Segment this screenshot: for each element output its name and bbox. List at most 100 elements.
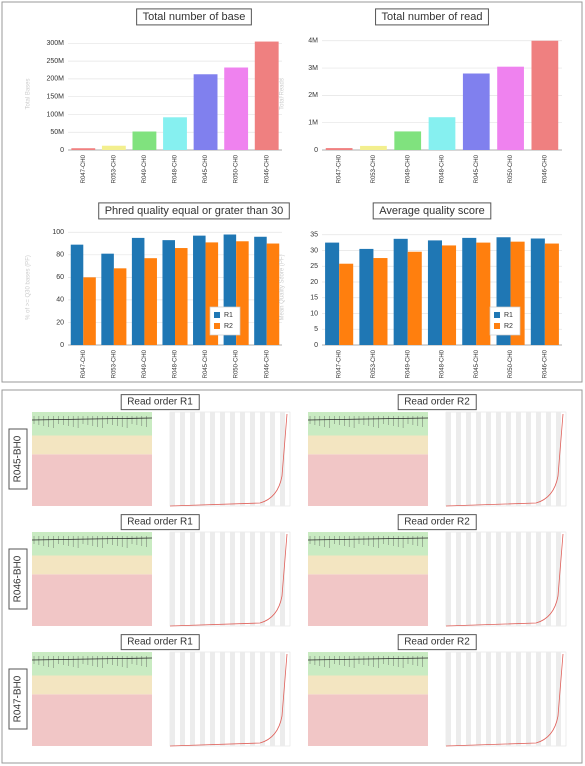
distribution-stripe xyxy=(446,532,451,626)
y-tick-label: 3M xyxy=(308,65,318,72)
bar xyxy=(407,251,422,345)
y-tick-label: 25 xyxy=(310,263,318,270)
distribution-stripe xyxy=(250,412,255,506)
distribution-stripe xyxy=(200,652,205,746)
column-title-box xyxy=(120,634,200,651)
y-tick-label: 2M xyxy=(308,92,318,99)
bar xyxy=(254,41,279,150)
quality-red-zone xyxy=(32,454,152,506)
y-tick-label: 80 xyxy=(56,252,64,259)
distribution-stripe xyxy=(506,532,511,626)
distribution-curve xyxy=(445,653,564,747)
legend-box xyxy=(489,306,521,336)
column-title-box xyxy=(120,514,200,531)
y-tick-label: 0 xyxy=(60,147,64,154)
chart-title: Average quality score xyxy=(379,205,485,217)
bar xyxy=(266,243,280,345)
bar xyxy=(254,236,267,345)
quality-red-zone xyxy=(308,694,428,746)
column-title-box xyxy=(397,394,477,411)
distribution-stripe xyxy=(486,412,491,506)
x-tick-label: R048-CH0 xyxy=(440,349,446,378)
y-tick-label: 5 xyxy=(314,326,318,333)
distribution-stripe xyxy=(260,412,265,506)
x-tick-label: R046-CH0 xyxy=(542,154,548,183)
x-tick-label: R049-CH0 xyxy=(142,349,148,378)
bar xyxy=(163,117,187,150)
bar xyxy=(462,73,490,150)
y-tick-label: 100M xyxy=(46,111,64,118)
bar xyxy=(544,243,559,345)
x-tick-label: R049-CH0 xyxy=(405,154,411,183)
y-tick-label: 200M xyxy=(46,76,64,83)
x-tick-label: R045-CH0 xyxy=(474,154,480,183)
distribution-stripe xyxy=(556,532,561,626)
bar xyxy=(462,237,477,345)
bar xyxy=(193,235,206,345)
quality-green-zone xyxy=(308,532,428,556)
distribution-stripe xyxy=(240,532,245,626)
bar xyxy=(373,258,388,345)
distribution-stripe xyxy=(220,652,225,746)
x-tick-label: R045-CH0 xyxy=(474,349,480,378)
distribution-stripe xyxy=(486,532,491,626)
bar xyxy=(442,245,457,345)
quality-yellow-zone xyxy=(308,675,428,695)
distribution-stripe xyxy=(280,652,285,746)
legend-swatch xyxy=(494,323,500,329)
x-tick-label: R047-CH0 xyxy=(337,154,343,183)
legend-swatch xyxy=(494,312,500,318)
x-tick-label: R048-CH0 xyxy=(173,349,179,378)
bar xyxy=(394,131,422,150)
distribution-stripe xyxy=(526,532,531,626)
distribution-stripe xyxy=(280,532,285,626)
x-tick-label: R050-CH0 xyxy=(508,154,514,183)
y-axis-label: Total Bases xyxy=(26,78,32,109)
legend-label: R2 xyxy=(504,323,513,330)
quality-mean-line xyxy=(307,417,429,421)
distribution-stripe xyxy=(260,532,265,626)
column-title: Read order R1 xyxy=(127,517,193,528)
column-title: Read order R2 xyxy=(404,397,470,408)
distribution-stripe xyxy=(546,412,551,506)
distribution-stripe xyxy=(446,652,451,746)
distribution-stripe xyxy=(476,652,481,746)
y-tick-label: 0 xyxy=(60,342,64,349)
distribution-stripe xyxy=(190,652,195,746)
quality-yellow-zone xyxy=(32,675,152,695)
column-title: Read order R1 xyxy=(127,637,193,648)
bar xyxy=(193,74,218,150)
bar xyxy=(83,277,96,345)
x-tick-label: R050-CH0 xyxy=(234,349,240,378)
bottom-panel-frame xyxy=(1,389,583,764)
x-tick-label: R047-CH0 xyxy=(81,349,87,378)
chart-title-box xyxy=(98,202,290,220)
distribution-stripe xyxy=(456,652,461,746)
quality-green-zone xyxy=(308,412,428,436)
distribution-stripe xyxy=(476,532,481,626)
x-tick-label: R045-CH0 xyxy=(203,154,209,183)
distribution-stripe xyxy=(516,412,521,506)
distribution-curve xyxy=(169,533,288,627)
quality-mean-line xyxy=(31,657,153,661)
distribution-stripe xyxy=(496,412,501,506)
bar xyxy=(175,248,188,345)
quality-red-zone xyxy=(32,574,152,626)
quality-yellow-zone xyxy=(308,435,428,455)
quality-yellow-zone xyxy=(32,435,152,455)
distribution-stripe xyxy=(476,412,481,506)
x-tick-label: R050-CH0 xyxy=(508,349,514,378)
distribution-stripe xyxy=(190,532,195,626)
distribution-stripe xyxy=(486,652,491,746)
distribution-stripe xyxy=(210,412,215,506)
distribution-stripe xyxy=(210,652,215,746)
bar xyxy=(476,242,491,345)
legend-swatch xyxy=(214,312,220,318)
column-title-box xyxy=(120,394,200,411)
distribution-stripe xyxy=(220,412,225,506)
distribution-stripe xyxy=(516,532,521,626)
distribution-stripe xyxy=(210,532,215,626)
distribution-stripe xyxy=(190,412,195,506)
